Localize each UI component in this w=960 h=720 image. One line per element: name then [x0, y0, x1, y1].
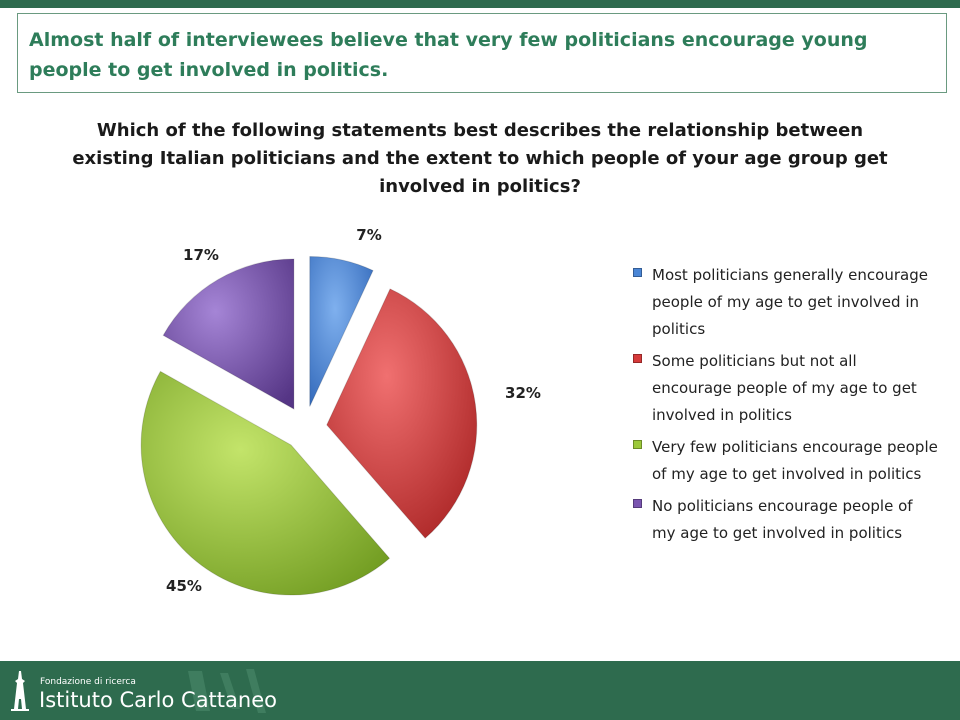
pie-slice-no [162, 258, 295, 410]
data-label-very-few: 45% [166, 577, 202, 595]
tower-icon [11, 671, 29, 711]
legend-swatch [633, 354, 642, 363]
organization-subtitle: Fondazione di ricerca [40, 677, 136, 687]
legend-label: No politicians encourage people of my ag… [652, 497, 913, 542]
data-label-some: 32% [505, 384, 541, 402]
pie-slice-most [309, 256, 374, 407]
top-accent-bar [0, 0, 960, 8]
pie-chart: 7% 32% 45% 17% [140, 226, 541, 596]
chart-title: Which of the following statements best d… [72, 120, 888, 197]
data-label-most: 7% [356, 226, 381, 244]
legend-label: Most politicians generally encourage peo… [652, 266, 928, 338]
data-label-no: 17% [183, 246, 219, 264]
legend-label: Very few politicians encourage people of… [652, 438, 938, 483]
legend-item-most: Most politicians generally encourage peo… [633, 262, 938, 343]
pie-slice-some [326, 288, 478, 539]
legend-item-very-few: Very few politicians encourage people of… [633, 434, 938, 488]
legend-swatch [633, 440, 642, 449]
headline: Almost half of interviewees believe that… [29, 29, 868, 81]
footer-bar [0, 661, 960, 720]
legend-item-no: No politicians encourage people of my ag… [633, 493, 938, 547]
headline-box: Almost half of interviewees believe that… [17, 13, 947, 93]
legend: Most politicians generally encourage peo… [633, 262, 938, 552]
footer-decoration [188, 669, 266, 713]
pie-slice-very-few [140, 370, 391, 596]
legend-swatch [633, 499, 642, 508]
organization-name: Istituto Carlo Cattaneo [39, 688, 277, 712]
legend-item-some: Some politicians but not all encourage p… [633, 348, 938, 429]
legend-label: Some politicians but not all encourage p… [652, 352, 917, 424]
legend-swatch [633, 268, 642, 277]
